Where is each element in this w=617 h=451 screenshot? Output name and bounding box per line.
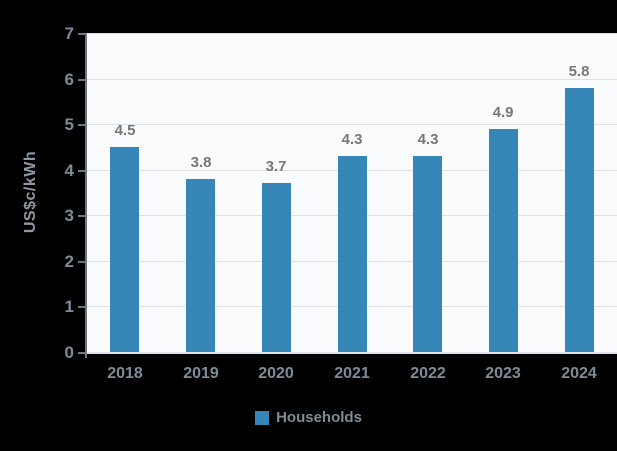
bar-2020 bbox=[262, 183, 291, 352]
bar-value-label-2018: 4.5 bbox=[114, 122, 136, 139]
bar-value-label-2022: 4.3 bbox=[417, 131, 439, 148]
y-axis-line bbox=[85, 33, 87, 358]
bar-2023 bbox=[489, 129, 518, 352]
legend-label-households: Households bbox=[276, 409, 362, 426]
y-tick-mark-5 bbox=[78, 124, 85, 126]
bar-value-label-2019: 3.8 bbox=[190, 154, 212, 171]
y-tick-label-5: 5 bbox=[64, 115, 74, 134]
y-tick-mark-7 bbox=[78, 33, 85, 35]
legend: Households bbox=[0, 409, 617, 426]
y-tick-mark-4 bbox=[78, 170, 85, 172]
x-tick-label-2023: 2023 bbox=[485, 365, 521, 382]
gridline-7 bbox=[87, 33, 617, 34]
bar-2021 bbox=[338, 156, 367, 352]
y-tick-mark-2 bbox=[78, 261, 85, 263]
y-tick-mark-3 bbox=[78, 215, 85, 217]
x-tick-label-2018: 2018 bbox=[107, 365, 143, 382]
x-tick-label-2022: 2022 bbox=[410, 365, 446, 382]
y-tick-mark-0 bbox=[78, 352, 85, 354]
x-tick-label-2021: 2021 bbox=[334, 365, 370, 382]
bar-2018 bbox=[110, 147, 139, 352]
legend-swatch-households bbox=[255, 410, 270, 425]
plot-area bbox=[87, 33, 617, 354]
bar-2024 bbox=[565, 88, 594, 352]
x-tick-label-2020: 2020 bbox=[258, 365, 294, 382]
bar-2019 bbox=[186, 179, 215, 352]
bar-value-label-2020: 3.7 bbox=[265, 158, 287, 175]
x-tick-label-2024: 2024 bbox=[561, 365, 597, 382]
bar-value-label-2024: 5.8 bbox=[568, 63, 590, 80]
y-tick-label-3: 3 bbox=[64, 206, 74, 225]
gridline-5 bbox=[87, 124, 617, 125]
x-tick-label-2019: 2019 bbox=[183, 365, 219, 382]
bar-2022 bbox=[413, 156, 442, 352]
y-tick-label-4: 4 bbox=[64, 161, 74, 180]
y-axis-title: US$c/kWh bbox=[22, 150, 39, 234]
y-tick-label-2: 2 bbox=[64, 252, 74, 271]
y-tick-label-6: 6 bbox=[64, 70, 74, 89]
y-tick-mark-6 bbox=[78, 79, 85, 81]
y-tick-mark-1 bbox=[78, 306, 85, 308]
bar-value-label-2023: 4.9 bbox=[492, 104, 514, 121]
gridline-6 bbox=[87, 79, 617, 80]
bar-value-label-2021: 4.3 bbox=[341, 131, 363, 148]
y-tick-label-1: 1 bbox=[64, 297, 74, 316]
y-tick-label-0: 0 bbox=[64, 343, 74, 362]
y-tick-label-7: 7 bbox=[64, 24, 74, 43]
